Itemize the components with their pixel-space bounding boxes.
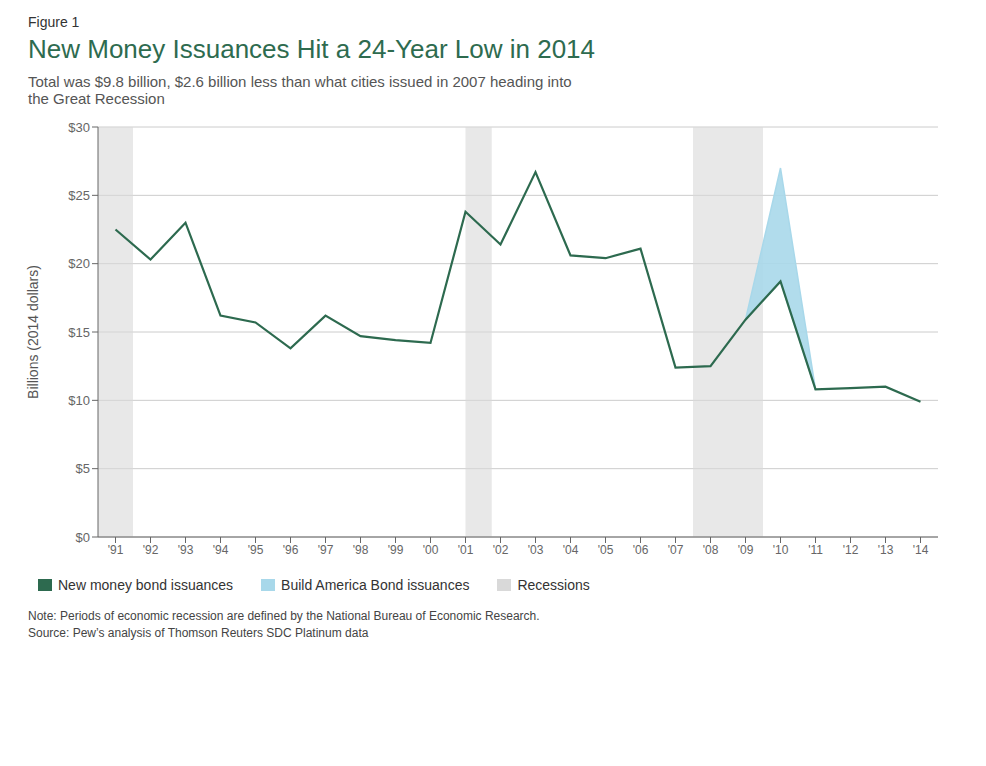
svg-text:'96: '96 — [283, 543, 299, 557]
svg-text:$15: $15 — [68, 325, 90, 340]
svg-text:'07: '07 — [668, 543, 684, 557]
html-text:the Great Recession: the Great Recession — [28, 90, 165, 107]
svg-text:'92: '92 — [143, 543, 159, 557]
svg-text:$5: $5 — [76, 461, 90, 476]
svg-text:'03: '03 — [528, 543, 544, 557]
svg-text:'99: '99 — [388, 543, 404, 557]
svg-text:'10: '10 — [773, 543, 789, 557]
svg-text:'08: '08 — [703, 543, 719, 557]
svg-text:'93: '93 — [178, 543, 194, 557]
html-text:New Money Issuances Hit a 24-Y: New Money Issuances Hit a 24-Year Low in… — [28, 34, 595, 64]
svg-text:$0: $0 — [76, 530, 90, 545]
svg-text:'05: '05 — [598, 543, 614, 557]
html-text:Note: Periods of economic rece: Note: Periods of economic recession are … — [28, 609, 540, 623]
svg-text:'94: '94 — [213, 543, 229, 557]
svg-text:'12: '12 — [843, 543, 859, 557]
svg-text:$20: $20 — [68, 256, 90, 271]
svg-text:'00: '00 — [423, 543, 439, 557]
svg-text:$30: $30 — [68, 120, 90, 135]
svg-text:'11: '11 — [808, 543, 823, 557]
svg-text:'13: '13 — [878, 543, 894, 557]
svg-text:'97: '97 — [318, 543, 334, 557]
svg-text:'14: '14 — [913, 543, 929, 557]
svg-text:'98: '98 — [353, 543, 369, 557]
svg-text:'91: '91 — [108, 543, 124, 557]
svg-text:Billions (2014 dollars): Billions (2014 dollars) — [25, 265, 41, 399]
html-text:Build America Bond issuances: Build America Bond issuances — [281, 577, 470, 593]
svg-text:$10: $10 — [68, 393, 90, 408]
html-text:New money bond issuances: New money bond issuances — [58, 577, 234, 593]
svg-text:'01: '01 — [458, 543, 474, 557]
svg-text:'04: '04 — [563, 543, 579, 557]
svg-text:'02: '02 — [493, 543, 509, 557]
html-text:Recessions: Recessions — [517, 577, 590, 593]
html-text:Source: Pew’s analysis of Thom: Source: Pew’s analysis of Thomson Reuter… — [28, 626, 369, 640]
svg-text:'09: '09 — [738, 543, 754, 557]
svg-text:'95: '95 — [248, 543, 264, 557]
svg-text:$25: $25 — [68, 188, 90, 203]
html-text:Total was $9.8 billion, $2.6 b: Total was $9.8 billion, $2.6 billion les… — [28, 73, 572, 90]
svg-text:'06: '06 — [633, 543, 649, 557]
html-text:Figure 1: Figure 1 — [28, 14, 80, 30]
